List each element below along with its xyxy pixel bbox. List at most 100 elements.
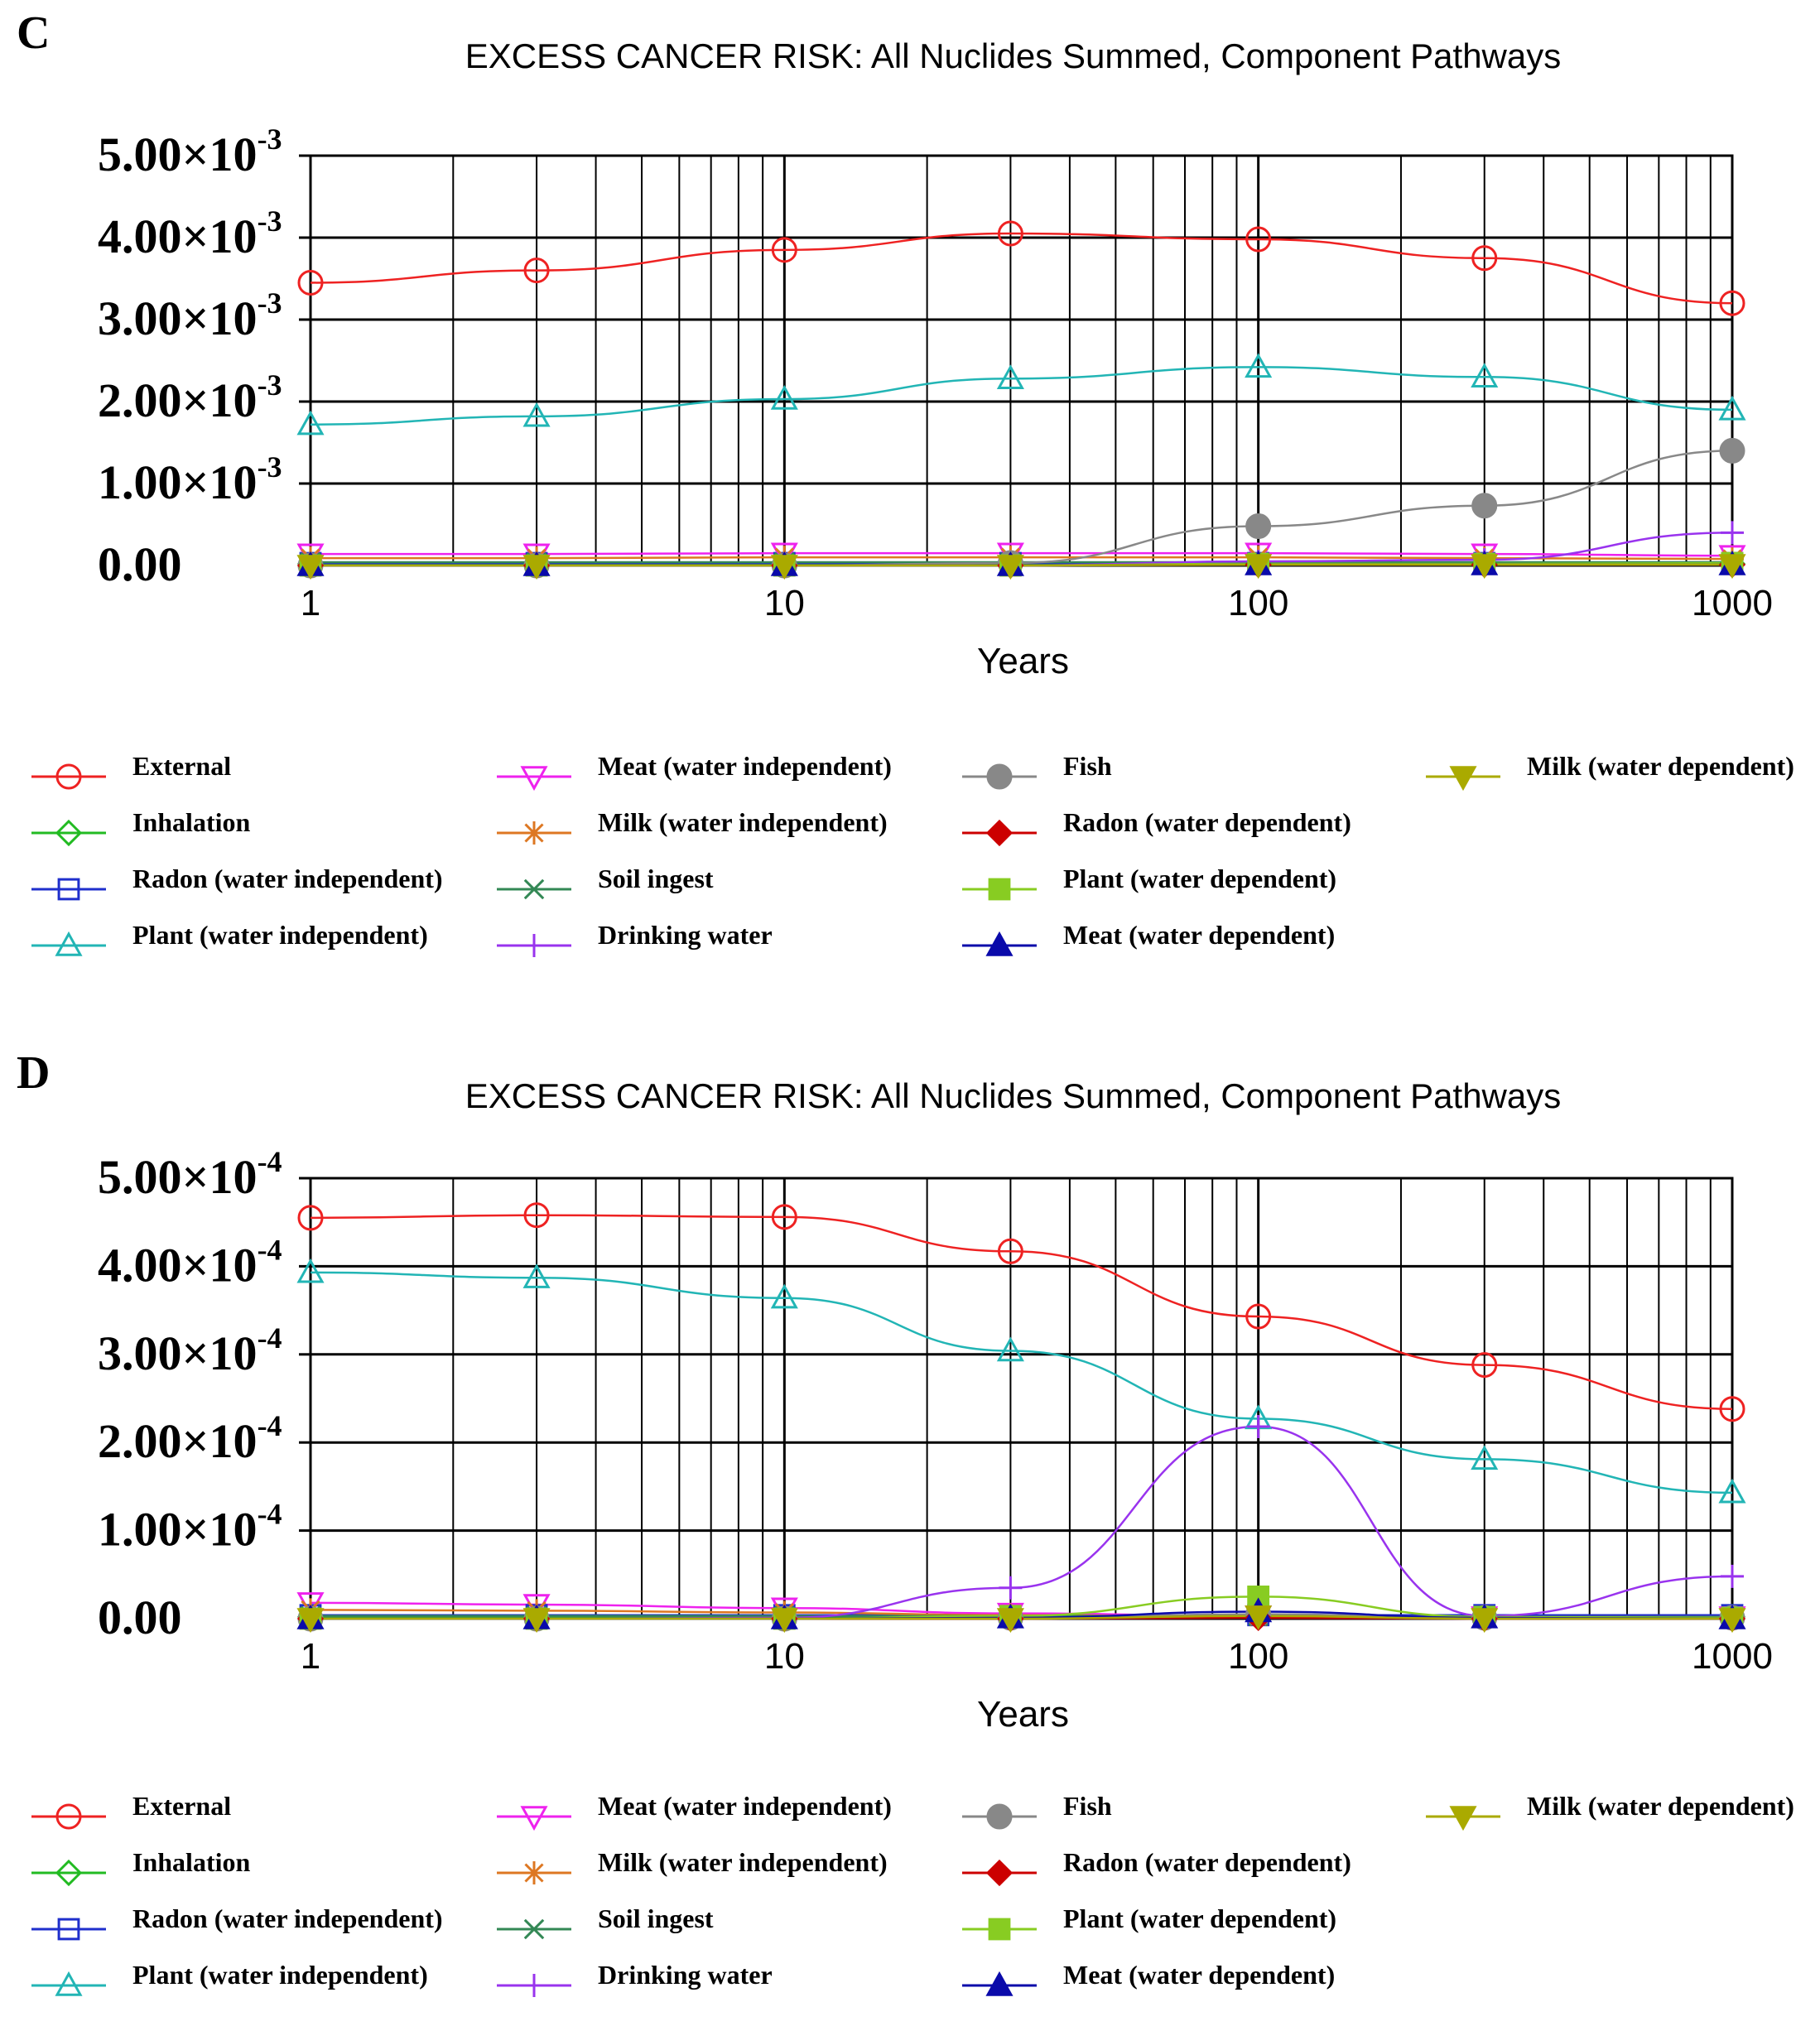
panel-d-legend-item-plant-water-independent-label: Plant (water independent) [132, 1960, 428, 1990]
panel-c-legend-item-radon-water-independent-label: Radon (water independent) [132, 864, 443, 893]
panel-d-series-drinking-water-point [999, 1576, 1023, 1600]
panel-c-legend-item-fish-swatch-marker-shape [986, 763, 1013, 790]
panel-d-legend-item-fish-swatch-marker [986, 1803, 1013, 1830]
panel-d-series-milk-water-dependent-point [996, 1608, 1024, 1634]
panel-c-legend-item-milk-water-independent-label: Milk (water independent) [598, 807, 888, 837]
panel-c-series-plant-water-independent-point [1245, 353, 1273, 378]
panel-d-legend-item-meat-water-independent-swatch-marker-shape [520, 1806, 548, 1831]
panel-d-legend-item-radon-water-independent-label: Radon (water independent) [132, 1903, 443, 1933]
panel-d-series-milk-water-dependent-point-shape [770, 1608, 798, 1634]
panel-d-series-milk-water-dependent-point-shape [296, 1608, 325, 1634]
panel-c-series-milk-water-dependent-point-shape [770, 555, 798, 580]
panel-c-series-fish-point-shape [1245, 513, 1272, 539]
panel-d-legend-item-plant-water-dependent-swatch-marker-shape [988, 1918, 1011, 1941]
panel-c-series-milk-water-dependent-point [1718, 554, 1746, 580]
panel-d-series-external-point [1471, 1352, 1498, 1379]
panel-c-series-drinking-water-point [1721, 521, 1744, 545]
panel-c-legend-item-milk-water-dependent-swatch-marker-shape [1449, 766, 1477, 792]
panel-d-legend-item-meat-water-independent-swatch-marker [520, 1806, 548, 1831]
panel-d-legend-item-external: External [31, 1791, 231, 1830]
panel-d-series-external-point [297, 1205, 324, 1231]
panel-c-legend-item-drinking-water: Drinking water [497, 920, 773, 957]
panel-d-legend-item-milk-water-dependent-swatch-marker [1449, 1806, 1477, 1831]
panel-d-series-external-point [523, 1202, 550, 1229]
panel-c-legend-item-radon-water-dependent-swatch-marker [985, 819, 1014, 847]
panel-d-legend-item-plant-water-independent: Plant (water independent) [31, 1960, 428, 1996]
panel-d-series-milk-water-dependent-point [296, 1608, 325, 1634]
panel-d-series-plant-water-independent-point-shape [1471, 1445, 1499, 1470]
panel-c-legend-item-inhalation-label: Inhalation [132, 807, 250, 837]
panel-d-series-external-point [771, 1204, 797, 1230]
panel-c-series-milk-water-dependent-point-shape [1245, 554, 1273, 580]
panel-c-series-external-point [523, 257, 550, 284]
panel-d-series-milk-water-dependent-point-shape [1245, 1605, 1273, 1630]
panel-d-y-tick-mantissa: 0.00 [98, 1591, 182, 1644]
panel-d-series-external-point [1719, 1396, 1745, 1422]
panel-d-legend-item-radon-water-independent-swatch-marker [57, 1918, 80, 1941]
panel-c-series-milk-water-dependent-point [770, 555, 798, 580]
panel-c-y-tick-mantissa: 4.00×10 [98, 209, 258, 263]
panel-d-legend-item-soil-ingest: Soil ingest [497, 1903, 714, 1940]
panel-d-series-plant-water-independent-point [770, 1283, 798, 1309]
panel-c-x-tick-label: 1 [301, 583, 320, 623]
panel-d-legend-item-plant-water-dependent: Plant (water dependent) [962, 1903, 1336, 1941]
panel-d-legend-item-soil-ingest-swatch-marker [523, 1918, 545, 1940]
panel-c-series-plant-water-independent-point [1718, 395, 1746, 421]
panel-c-legend-item-fish-label: Fish [1063, 751, 1112, 781]
panel-c-y-tick-label: 5.00×10-3 [98, 123, 282, 181]
panel-c-legend-item-radon-water-independent: Radon (water independent) [31, 864, 443, 901]
panel-d-series-milk-water-dependent-point [1718, 1608, 1746, 1634]
panel-c-series-plant-water-independent-point [522, 402, 551, 427]
panel-c-series-drinking-water-point-shape [1721, 521, 1744, 545]
panel-c-series-plant-water-independent-point-shape [770, 384, 798, 410]
panel-c-legend-item-meat-water-dependent-swatch-marker-shape [985, 931, 1014, 956]
panel-c-legend-item-meat-water-independent: Meat (water independent) [497, 751, 892, 792]
panel-c-legend-item-inhalation: Inhalation [31, 807, 250, 847]
panel-c-legend-item-plant-water-dependent-label: Plant (water dependent) [1063, 864, 1336, 893]
panel-d: D EXCESS CANCER RISK: All Nuclides Summed… [17, 1047, 1794, 1997]
panel-c-series-external-point [1719, 290, 1745, 316]
panel-c-legend-item-fish-swatch-marker [986, 763, 1013, 790]
panel-d-legend-item-inhalation-label: Inhalation [132, 1847, 250, 1877]
panel-c-series-fish-point [1719, 437, 1745, 464]
panel-c-series-fish-point [1245, 513, 1272, 539]
panel-c-legend-item-meat-water-independent-swatch-marker-shape [520, 766, 548, 792]
panel-d-legend-item-plant-water-dependent-swatch-marker [988, 1918, 1011, 1941]
panel-c-legend-item-radon-water-independent-swatch-marker-shape [57, 878, 80, 901]
panel-c-legend-item-inhalation-swatch-marker [55, 819, 83, 847]
panel-c-x-tick-label: 10 [764, 583, 805, 623]
panel-d-x-tick-label: 1 [301, 1636, 320, 1677]
panel-d-legend-item-radon-water-dependent: Radon (water dependent) [962, 1847, 1351, 1887]
panel-c-legend-item-radon-water-dependent-label: Radon (water dependent) [1063, 807, 1351, 837]
panel-d-series-milk-water-dependent-point-shape [1718, 1608, 1746, 1634]
panel-d-legend-item-external-swatch-marker-shape [55, 1803, 82, 1830]
panel-d-series-plant-water-independent-line [310, 1271, 1733, 1494]
panel-c-legend-item-plant-water-independent-swatch-marker [55, 931, 83, 956]
panel-d-series-plant-water-independent-point-shape [770, 1283, 798, 1309]
panel-c-legend-item-fish: Fish [962, 751, 1112, 790]
panel-d-series-milk-water-dependent-point [522, 1608, 551, 1634]
panel-c-legend-item-plant-water-dependent-swatch-marker [988, 878, 1011, 901]
panel-d-legend-item-milk-water-independent: Milk (water independent) [497, 1847, 888, 1884]
panel-d-legend-item-plant-water-independent-swatch-marker-shape [55, 1971, 83, 1996]
panel-c-series-plant-water-independent-point-shape [996, 364, 1024, 389]
panel-d-legend-item-external-label: External [132, 1791, 231, 1821]
panel-c-y-tick-exponent: -3 [258, 123, 282, 156]
panel-c-series-markers [296, 220, 1746, 580]
panel-d-series-external-point-shape [771, 1204, 797, 1230]
panel-d-y-tick-label: 1.00×10-4 [98, 1498, 282, 1557]
panel-d-legend-item-milk-water-independent-swatch-marker [522, 1861, 546, 1884]
panel-d-legend-item-milk-water-independent-swatch-marker-shape [522, 1861, 546, 1884]
panel-d-legend-item-drinking-water: Drinking water [497, 1960, 773, 1997]
panel-d-series-drinking-water-point-shape [1721, 1564, 1744, 1588]
panel-d-legend-item-meat-water-independent-label: Meat (water independent) [598, 1791, 892, 1821]
panel-d-series-external-point-shape [1245, 1303, 1272, 1330]
panel-c-series-plant-water-independent-line [310, 366, 1733, 426]
panel-d-title: EXCESS CANCER RISK: All Nuclides Summed,… [465, 1076, 1562, 1115]
panel-d-y-tick-mantissa: 1.00×10 [98, 1503, 258, 1557]
panel-d-legend-item-milk-water-dependent-label: Milk (water dependent) [1527, 1791, 1794, 1821]
panel-c-y-tick-label: 3.00×10-3 [98, 286, 282, 345]
panel-c-x-axis-label: Years [977, 641, 1069, 681]
panel-d-legend-item-meat-water-dependent-label: Meat (water dependent) [1063, 1960, 1335, 1990]
